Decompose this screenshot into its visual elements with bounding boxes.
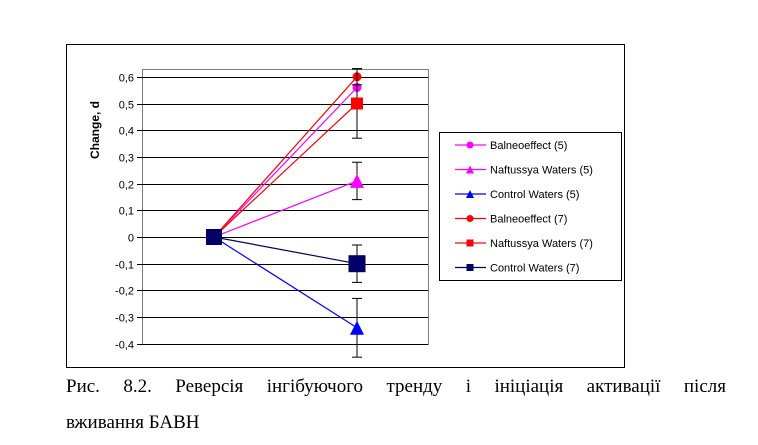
legend-label: Control Waters (7): [490, 263, 579, 275]
legend-label: Control Waters (5): [490, 189, 579, 201]
legend-label: Balneoeffect (5): [490, 140, 567, 152]
data-point: [351, 97, 363, 110]
legend-item: Control Waters (5): [455, 189, 579, 201]
legend-marker: [466, 141, 474, 149]
series-line: [213, 76, 358, 238]
y-tick-label: 0,6: [119, 73, 134, 85]
series-line: [213, 236, 358, 265]
legend-marker: [466, 215, 474, 222]
legend-item: Balneoeffect (5): [455, 140, 567, 152]
series-5: [213, 236, 366, 283]
legend-marker: [466, 239, 474, 247]
y-tick-label: -0,3: [115, 313, 134, 325]
y-tick-label: -0,2: [115, 286, 134, 298]
origin-point: [206, 229, 222, 245]
y-tick-label: 0: [128, 233, 134, 245]
data-point: [348, 255, 366, 273]
legend-item: Naftussya Waters (5): [455, 165, 593, 177]
series-1: [213, 161, 364, 238]
legend-marker: [466, 165, 474, 174]
y-tick-label: 0,5: [119, 100, 134, 112]
plot-area: [142, 69, 429, 345]
legend-marker: [466, 264, 474, 271]
y-tick-label: 0,2: [119, 180, 134, 192]
series-line: [213, 87, 358, 238]
y-tick-label: 0,1: [119, 206, 134, 218]
legend-item: Control Waters (7): [455, 263, 579, 275]
legend-item: Naftussya Waters (7): [455, 238, 593, 250]
y-tick-label: -0,1: [115, 260, 134, 272]
y-tick-label: 0,3: [119, 153, 134, 165]
legend: [439, 132, 622, 281]
data-point: [350, 320, 364, 335]
y-axis-label: Change, d: [88, 101, 102, 159]
legend-label: Naftussya Waters (7): [490, 238, 593, 250]
figure-caption-line-1: Рис. 8.2. Реверсія інгібуючого тренду і …: [66, 376, 726, 397]
series-line: [213, 236, 358, 329]
figure-caption-line-2: вживання БАВН: [66, 412, 200, 433]
data-point: [350, 173, 364, 188]
legend-label: Balneoeffect (7): [490, 214, 567, 226]
y-tick-label: 0,4: [119, 126, 134, 138]
legend-label: Naftussya Waters (5): [490, 165, 593, 177]
series-line: [213, 103, 358, 238]
series-4: [213, 68, 363, 238]
series-2: [213, 236, 364, 358]
legend-marker: [466, 190, 474, 198]
y-tick-label: -0,4: [115, 340, 134, 352]
series-line: [213, 180, 358, 238]
legend-item: Balneoeffect (7): [455, 214, 567, 226]
